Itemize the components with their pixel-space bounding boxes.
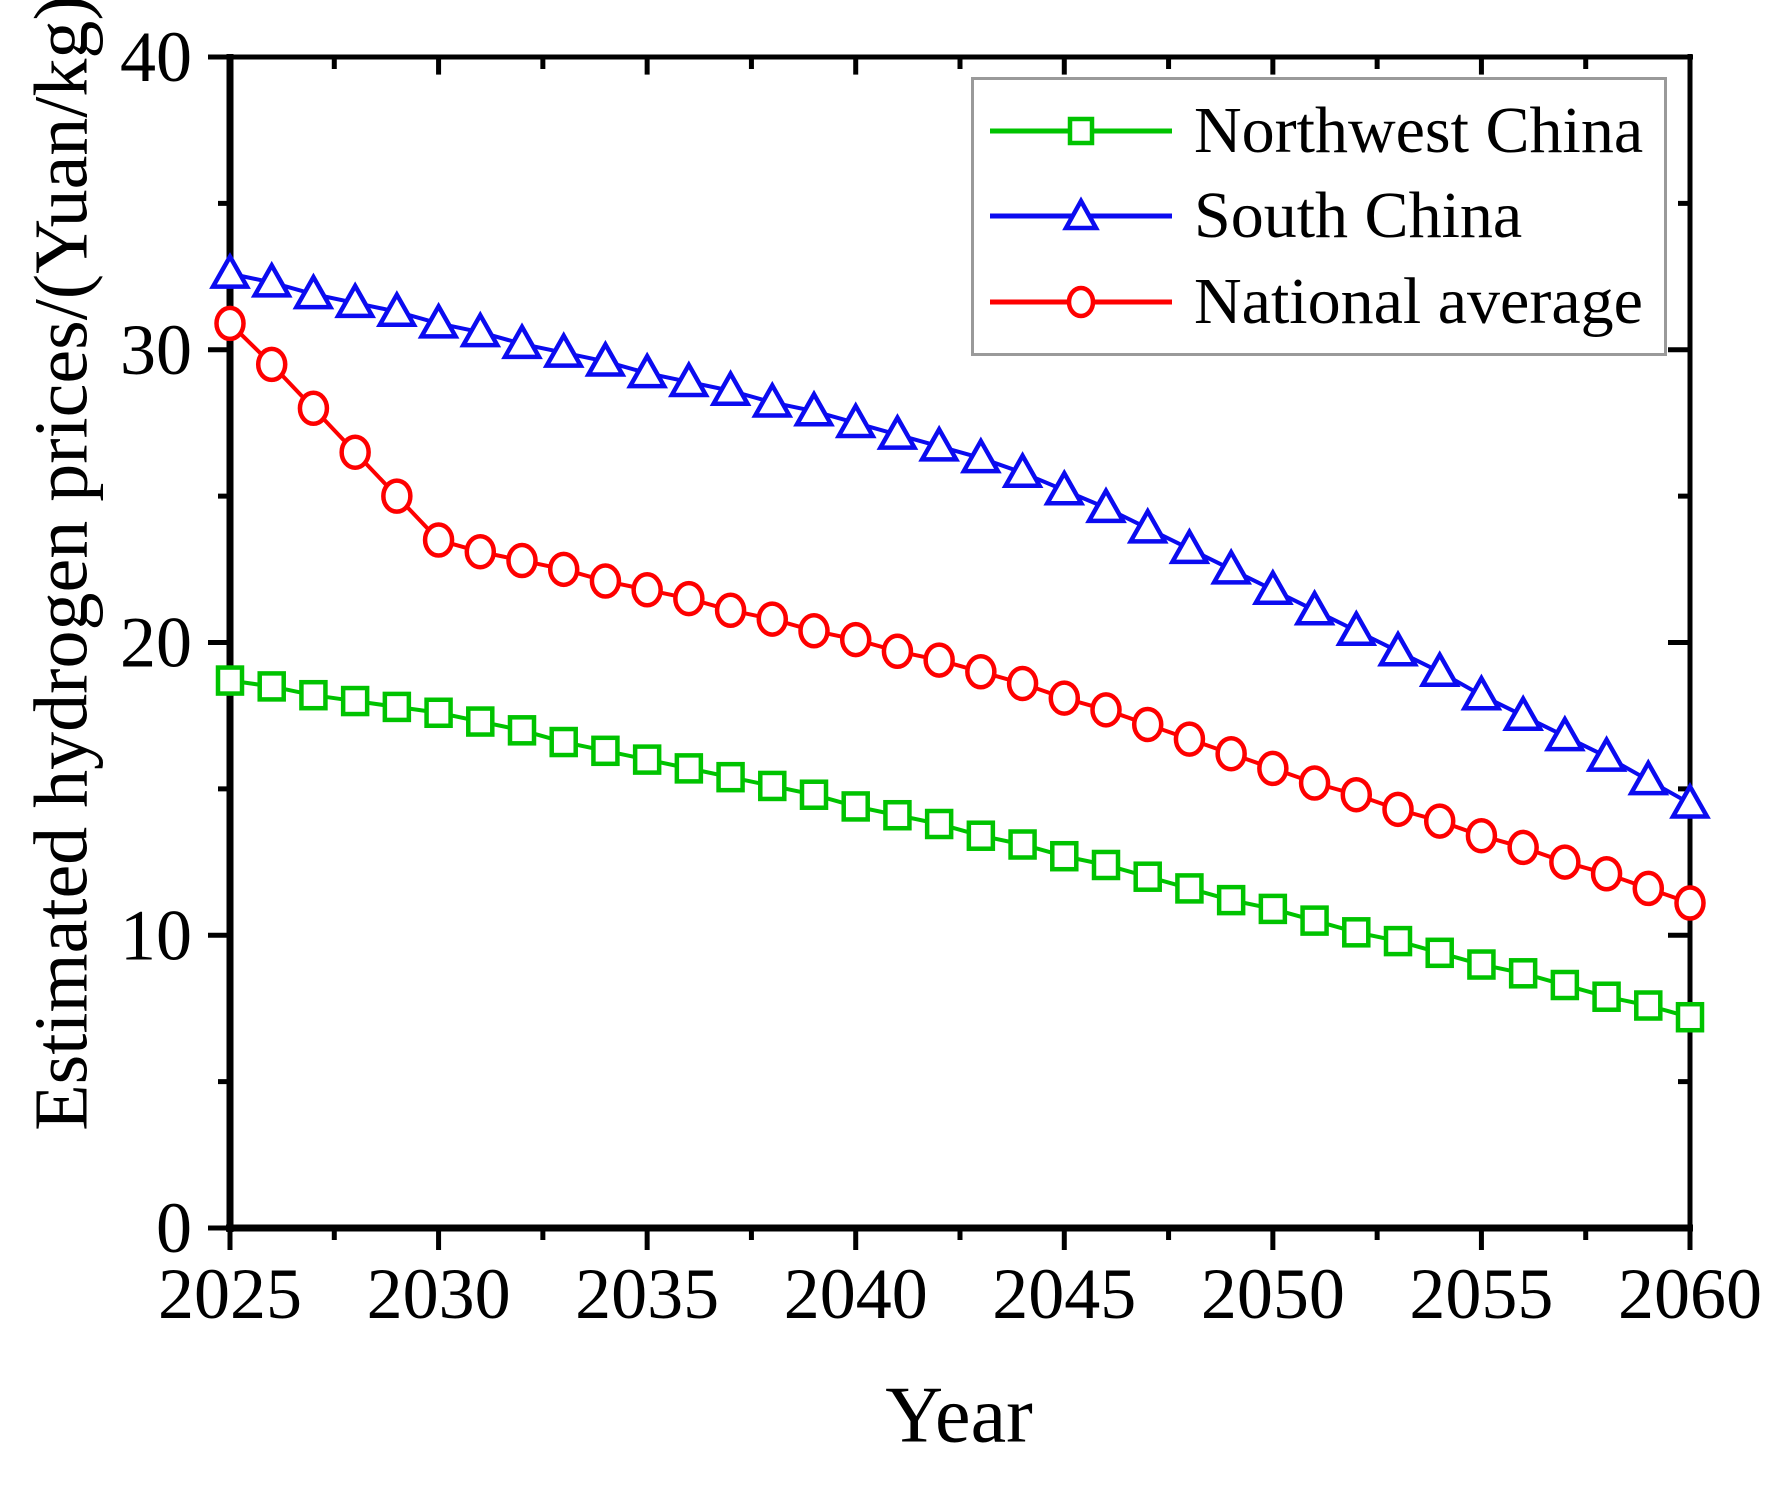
y-tick-label: 10: [120, 895, 192, 975]
legend-label: South China: [1194, 179, 1523, 253]
series-line-national-average: [228, 321, 1691, 905]
y-tick-label: 30: [120, 310, 192, 390]
tick-labels: 2025 2030 2035 2040 2045 2050 2055 206001020304…: [120, 17, 1762, 1334]
legend-label: National average: [1194, 265, 1643, 339]
legend-triangle-marker-icon: [990, 196, 1172, 231]
legend-square-marker-icon: [990, 116, 1172, 146]
y-tick-label: 0: [156, 1188, 192, 1268]
y-tick-label: 40: [120, 17, 192, 97]
series-markers-national-average: [214, 305, 1706, 921]
legend-row-south-china: South China: [974, 174, 1664, 258]
x-tick-label: 2035: [575, 1254, 719, 1334]
y-tick-label: 20: [120, 603, 192, 683]
legend-row-national-average: National average: [974, 260, 1664, 344]
legend-box: Northwest China South China National ave…: [971, 77, 1667, 356]
x-tick-label: 2025: [158, 1254, 302, 1334]
x-tick-label: 2045: [992, 1254, 1136, 1334]
legend-circle-marker-icon: [990, 285, 1172, 319]
x-axis-title: Year: [885, 1371, 1033, 1460]
x-tick-label: 2040: [784, 1254, 928, 1334]
x-tick-label: 2030: [367, 1254, 511, 1334]
axis-ticks: [208, 54, 1693, 1250]
x-tick-label: 2050: [1201, 1254, 1345, 1334]
y-axis-title: Estimated hydrogen prices/(Yuan/kg): [19, 0, 104, 1131]
series-markers-northwest-china: [215, 665, 1705, 1033]
legend-label: Northwest China: [1194, 93, 1644, 167]
x-tick-label: 2055: [1409, 1254, 1553, 1334]
legend-row-northwest-china: Northwest China: [974, 89, 1664, 173]
series-markers-south-china: [209, 252, 1711, 819]
x-tick-label: 2060: [1618, 1254, 1762, 1334]
